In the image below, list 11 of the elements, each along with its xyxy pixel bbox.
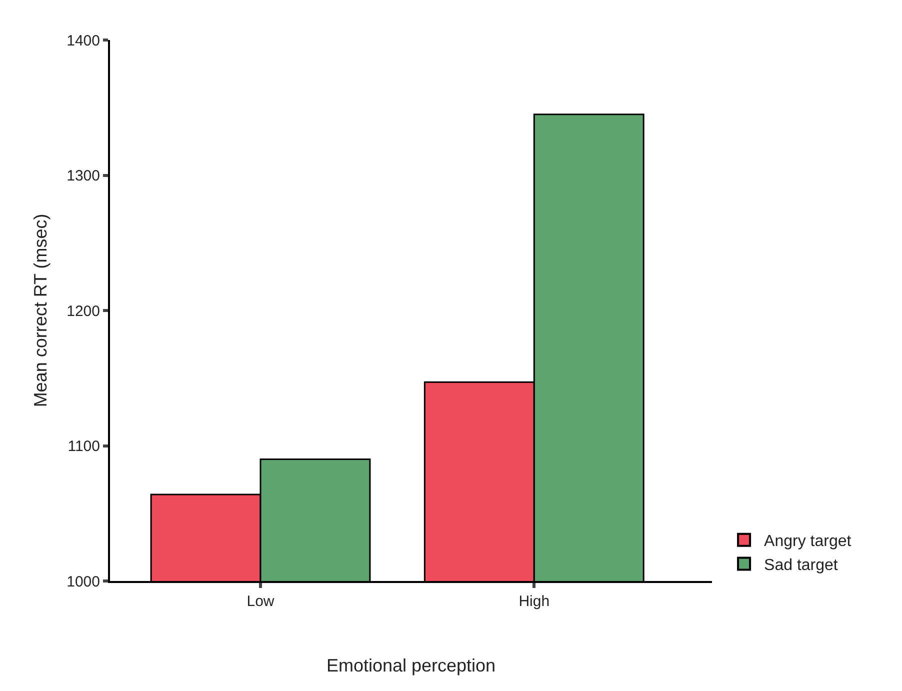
legend-label: Angry target <box>764 533 852 550</box>
y-tick-label: 1300 <box>66 168 100 184</box>
y-tick-label: 1400 <box>66 32 100 50</box>
y-tick-label: 1000 <box>66 573 100 590</box>
x-tick-label: High <box>518 593 550 610</box>
y-tick-label: 1200 <box>66 302 100 320</box>
y-tick-label: 1100 <box>68 438 100 455</box>
y-axis-title: Mean correct RT (msec) <box>30 214 50 408</box>
x-tick-label: Low <box>246 593 274 610</box>
legend-label: Sad target <box>764 556 838 574</box>
x-axis-title: Emotional perception <box>326 656 496 676</box>
